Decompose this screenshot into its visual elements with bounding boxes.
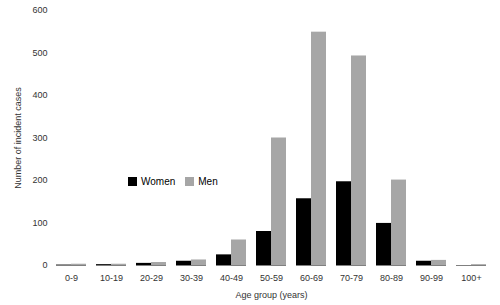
svg-text:100: 100 [32,218,47,228]
html-text:Women: Women [141,176,176,187]
svg-text:20-29: 20-29 [140,273,163,283]
svg-text:30-39: 30-39 [180,273,203,283]
svg-text:80-89: 80-89 [380,273,403,283]
svg-text:Age group (years): Age group (years) [235,290,307,300]
svg-text:400: 400 [32,90,47,100]
svg-text:90-99: 90-99 [420,273,443,283]
svg-text:70-79: 70-79 [340,273,363,283]
html-text:Men: Men [198,176,218,187]
svg-text:40-49: 40-49 [220,273,243,283]
svg-text:200: 200 [32,175,47,185]
svg-text:600: 600 [32,5,47,15]
svg-text:0-9: 0-9 [65,273,78,283]
svg-text:300: 300 [32,133,47,143]
svg-text:500: 500 [32,48,47,58]
svg-text:100+: 100+ [461,273,481,283]
svg-text:0: 0 [42,260,47,270]
svg-text:50-59: 50-59 [260,273,283,283]
svg-text:Number of incident cases: Number of incident cases [13,87,23,189]
svg-text:60-69: 60-69 [300,273,323,283]
svg-text:10-19: 10-19 [100,273,123,283]
